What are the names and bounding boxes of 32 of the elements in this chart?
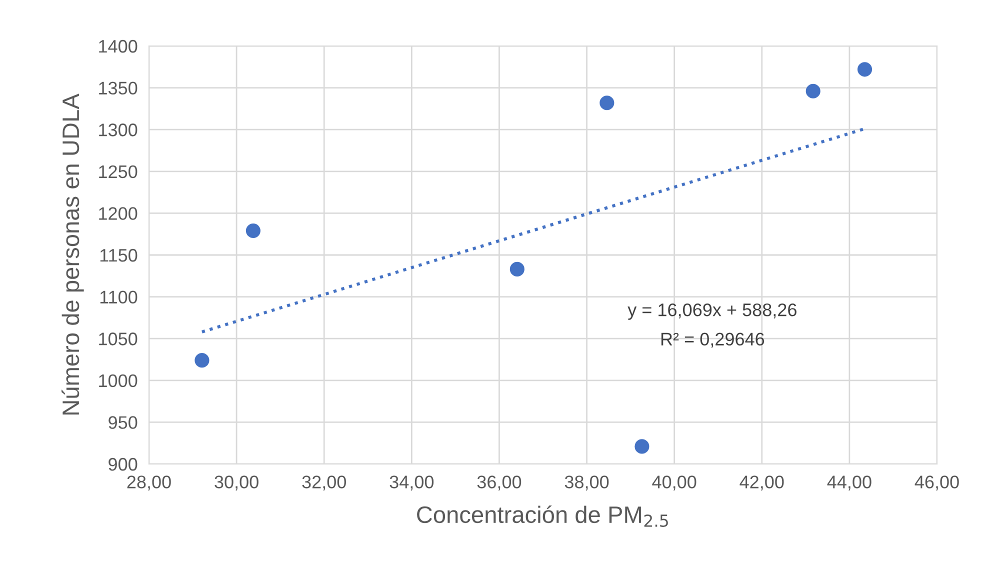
- point: [194, 353, 210, 368]
- point: [246, 223, 260, 238]
- x-tick-label: 36,00: [477, 476, 522, 491]
- y-tick-label: 1050: [99, 332, 138, 346]
- y-tick-label: 1000: [99, 374, 138, 388]
- x-tick-label: 46,00: [914, 476, 959, 491]
- x-axis-title: Concentración de PM$_{2.5}$: [417, 505, 668, 527]
- y-axis-title: Número de personas en UDLA: [62, 94, 84, 414]
- x-tick-label: 42,00: [740, 476, 784, 491]
- point: [857, 62, 872, 77]
- x-tick-label: 28,00: [127, 476, 171, 491]
- annotation: y = 16,069x + 588,26: [628, 303, 796, 320]
- y-tick-label: 1100: [100, 290, 138, 304]
- annotation: R² = 0,29646: [661, 332, 764, 348]
- x-tick-label: 38,00: [564, 476, 609, 491]
- x-tick-label: 44,00: [827, 476, 872, 491]
- x-tick-label: 32,00: [302, 476, 346, 491]
- y-tick-label: 1300: [99, 124, 138, 136]
- y-tick-label: 1200: [99, 207, 138, 220]
- x-tick-label: 30,00: [214, 476, 258, 491]
- y-tick-label: 900: [108, 458, 138, 471]
- point: [806, 84, 820, 98]
- x-tick-label: 34,00: [390, 476, 434, 491]
- y-tick-label: 1150: [100, 248, 138, 262]
- y-tick-label: 1250: [99, 165, 138, 178]
- y-tick-label: 1350: [99, 82, 138, 95]
- point: [510, 262, 524, 276]
- point: [600, 96, 614, 110]
- point: [634, 439, 650, 454]
- x-tick-label: 40,00: [652, 476, 696, 491]
- y-tick-label: 1400: [99, 40, 138, 53]
- y-tick-label: 950: [108, 416, 138, 429]
